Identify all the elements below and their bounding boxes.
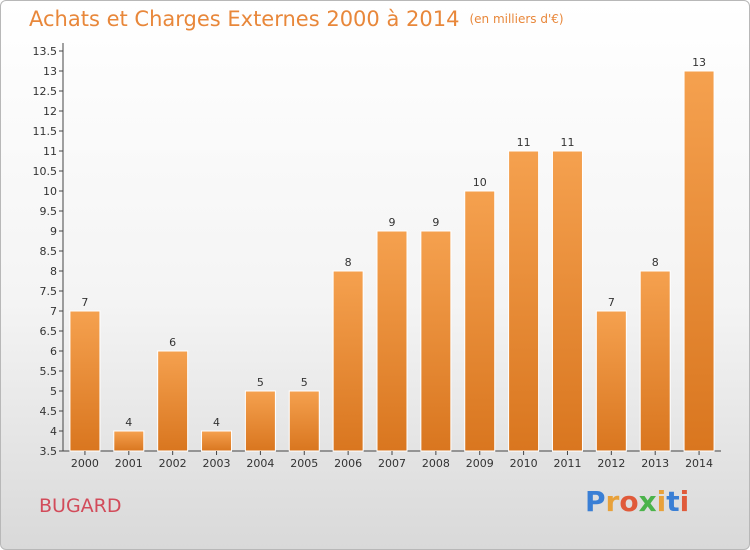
bar-value-label: 13 [692, 56, 706, 69]
y-tick-label: 8 [50, 265, 57, 278]
x-tick-label: 2012 [597, 457, 625, 470]
chart-title-block: Achats et Charges Externes 2000 à 2014 (e… [29, 7, 564, 31]
bar [595, 310, 627, 452]
logo-letter: t [666, 485, 680, 518]
bar [201, 430, 233, 452]
x-tick-label: 2000 [71, 457, 99, 470]
bar [508, 150, 540, 452]
bar-value-label: 7 [608, 296, 615, 309]
logo-letter: i [679, 485, 690, 518]
y-tick-label: 5 [50, 385, 57, 398]
bar-value-label: 11 [517, 136, 531, 149]
bar [332, 270, 364, 452]
y-tick-label: 12.5 [33, 85, 58, 98]
bar [244, 390, 276, 452]
y-tick-label: 4 [50, 425, 57, 438]
bar [683, 70, 715, 452]
y-tick-label: 10 [43, 185, 57, 198]
x-tick-label: 2005 [290, 457, 318, 470]
y-tick-label: 13.5 [33, 45, 58, 58]
bar-value-label: 6 [169, 336, 176, 349]
x-tick-label: 2008 [422, 457, 450, 470]
bar-value-label: 5 [257, 376, 264, 389]
bar-value-label: 9 [432, 216, 439, 229]
bar [288, 390, 320, 452]
x-tick-label: 2006 [334, 457, 362, 470]
x-tick-label: 2014 [685, 457, 713, 470]
logo-letter: x [638, 485, 657, 518]
logo-letter: P [585, 485, 606, 518]
y-tick-label: 5.5 [40, 365, 58, 378]
bar-value-label: 10 [473, 176, 487, 189]
y-tick-label: 7 [50, 305, 57, 318]
x-tick-label: 2002 [159, 457, 187, 470]
logo-letter: o [619, 485, 639, 518]
x-tick-label: 2009 [466, 457, 494, 470]
bar [69, 310, 101, 452]
x-tick-label: 2013 [641, 457, 669, 470]
bar [113, 430, 145, 452]
y-tick-label: 3.5 [40, 445, 58, 458]
bar [639, 270, 671, 452]
x-tick-label: 2010 [510, 457, 538, 470]
bar-value-label: 4 [125, 416, 132, 429]
y-tick-label: 13 [43, 65, 57, 78]
bar-value-label: 5 [301, 376, 308, 389]
logo-letter: i [656, 485, 667, 518]
bar-value-label: 9 [389, 216, 396, 229]
bar-value-label: 8 [345, 256, 352, 269]
y-tick-label: 7.5 [40, 285, 58, 298]
y-tick-label: 6 [50, 345, 57, 358]
x-tick-label: 2003 [203, 457, 231, 470]
y-tick-label: 9 [50, 225, 57, 238]
bar-value-label: 11 [560, 136, 574, 149]
proxiti-logo: Proxiti [585, 485, 689, 518]
bar-value-label: 7 [81, 296, 88, 309]
x-tick-label: 2004 [246, 457, 274, 470]
chart-unit: (en milliers d'€) [469, 12, 564, 26]
x-tick-label: 2007 [378, 457, 406, 470]
bar [420, 230, 452, 452]
y-tick-label: 12 [43, 105, 57, 118]
bar [464, 190, 496, 452]
bar-value-label: 8 [652, 256, 659, 269]
y-tick-label: 11 [43, 145, 57, 158]
y-tick-label: 4.5 [40, 405, 58, 418]
commune-name: BUGARD [39, 495, 122, 517]
bar [551, 150, 583, 452]
bar-value-label: 4 [213, 416, 220, 429]
y-tick-label: 8.5 [40, 245, 58, 258]
y-tick-label: 11.5 [33, 125, 58, 138]
y-tick-label: 9.5 [40, 205, 58, 218]
x-tick-label: 2001 [115, 457, 143, 470]
x-tick-label: 2011 [553, 457, 581, 470]
chart-title: Achats et Charges Externes 2000 à 2014 [29, 7, 460, 31]
y-tick-label: 6.5 [40, 325, 58, 338]
y-tick-label: 10.5 [33, 165, 58, 178]
bar [376, 230, 408, 452]
logo-letter: r [605, 485, 620, 518]
bar [157, 350, 189, 452]
